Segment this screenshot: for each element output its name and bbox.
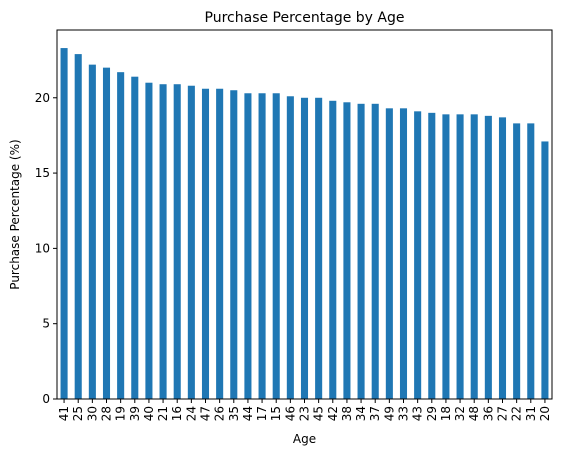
x-tick-label: 36 bbox=[481, 406, 495, 421]
bar-age-49 bbox=[385, 108, 393, 399]
x-tick-label: 31 bbox=[524, 406, 538, 421]
x-tick-label: 46 bbox=[283, 406, 297, 421]
plot-frame bbox=[56, 29, 553, 400]
x-tick-label: 48 bbox=[467, 406, 481, 421]
x-axis: 41 25 30 28 19 39 40 21 16 24 47 26 35 44 17 15 46 23 45 42… bbox=[57, 399, 552, 421]
x-tick-label: 26 bbox=[213, 406, 227, 421]
x-tick-label: 19 bbox=[114, 406, 128, 421]
bar-age-30 bbox=[88, 64, 96, 399]
bar-age-28 bbox=[102, 67, 111, 400]
y-tick-label: 15 bbox=[35, 166, 50, 180]
bar-age-18 bbox=[442, 114, 450, 399]
bar-age-36 bbox=[484, 115, 492, 399]
bar-age-47 bbox=[201, 88, 210, 400]
x-tick-label: 29 bbox=[425, 406, 439, 421]
x-tick-label: 49 bbox=[382, 406, 396, 421]
x-axis-label: Age bbox=[293, 432, 316, 446]
x-tick-label: 45 bbox=[312, 406, 326, 421]
x-tick-label: 27 bbox=[496, 406, 510, 421]
x-tick-label: 44 bbox=[241, 406, 255, 421]
x-tick-label: 35 bbox=[227, 406, 241, 421]
bar-age-42 bbox=[329, 100, 337, 399]
y-tick-label: 20 bbox=[35, 91, 50, 105]
x-tick-label: 40 bbox=[142, 406, 156, 421]
bar-age-32 bbox=[456, 114, 464, 399]
x-tick-label: 15 bbox=[269, 406, 283, 421]
x-tick-label: 23 bbox=[298, 406, 312, 421]
bar-age-31 bbox=[527, 123, 535, 399]
bar-age-27 bbox=[498, 117, 507, 400]
bar-age-21 bbox=[159, 84, 167, 399]
x-tick-label: 39 bbox=[128, 406, 142, 421]
x-tick-label: 47 bbox=[199, 406, 213, 421]
x-tick-label: 41 bbox=[57, 406, 71, 421]
x-tick-label: 24 bbox=[184, 406, 198, 421]
x-tick-label: 21 bbox=[156, 406, 170, 421]
bar-age-48 bbox=[470, 114, 478, 399]
x-tick-label: 32 bbox=[453, 406, 467, 421]
bar-age-44 bbox=[244, 93, 252, 399]
bar-age-41 bbox=[60, 48, 68, 399]
x-tick-label: 37 bbox=[368, 406, 382, 421]
chart-title: Purchase Percentage by Age bbox=[205, 10, 405, 26]
y-tick-label: 10 bbox=[35, 241, 50, 255]
x-tick-label: 20 bbox=[538, 406, 552, 421]
y-tick-label: 0 bbox=[42, 392, 50, 406]
bar-age-33 bbox=[399, 108, 408, 399]
bar-age-20 bbox=[541, 141, 549, 399]
bar-age-34 bbox=[357, 103, 365, 400]
bars-group bbox=[60, 48, 549, 400]
x-tick-label: 33 bbox=[397, 406, 411, 421]
x-tick-label: 38 bbox=[340, 406, 354, 421]
x-tick-label: 22 bbox=[510, 406, 524, 421]
y-axis: 0 5 10 15 20 bbox=[35, 91, 57, 406]
x-tick-label: 18 bbox=[439, 406, 453, 421]
x-tick-label: 28 bbox=[100, 406, 114, 421]
x-tick-label: 16 bbox=[170, 406, 184, 421]
bar-age-15 bbox=[272, 93, 280, 399]
bar-age-19 bbox=[117, 72, 125, 400]
x-tick-label: 34 bbox=[354, 406, 368, 421]
bar-age-43 bbox=[414, 111, 422, 399]
bar-age-40 bbox=[145, 82, 153, 400]
x-tick-label: 25 bbox=[71, 406, 85, 421]
bar-age-22 bbox=[513, 123, 521, 399]
bar-age-25 bbox=[74, 54, 82, 399]
bar-age-23 bbox=[300, 97, 309, 399]
bar-age-46 bbox=[286, 96, 294, 400]
x-tick-label: 43 bbox=[411, 406, 425, 421]
x-tick-label: 17 bbox=[255, 406, 269, 421]
bar-age-24 bbox=[187, 85, 195, 399]
bar-age-16 bbox=[173, 84, 181, 399]
y-axis-label: Purchase Percentage (%) bbox=[8, 139, 22, 289]
bar-age-26 bbox=[216, 88, 224, 400]
y-tick-label: 5 bbox=[42, 317, 50, 331]
bar-age-17 bbox=[258, 93, 266, 399]
bar-age-35 bbox=[230, 90, 238, 400]
x-tick-label: 42 bbox=[326, 406, 340, 421]
x-tick-label: 30 bbox=[85, 406, 99, 421]
bar-age-39 bbox=[131, 76, 139, 399]
bar-age-38 bbox=[343, 102, 351, 399]
bar-age-29 bbox=[428, 112, 436, 399]
bar-age-37 bbox=[371, 103, 379, 400]
bar-age-45 bbox=[315, 97, 323, 399]
